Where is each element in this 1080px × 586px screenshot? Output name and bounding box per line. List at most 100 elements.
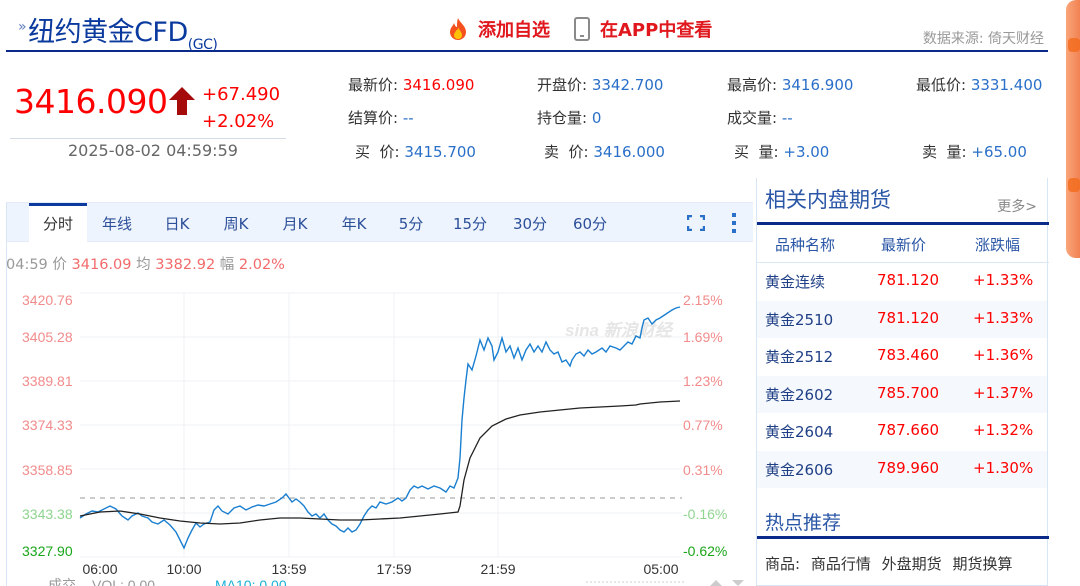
svg-text:10:00: 10:00 bbox=[166, 561, 201, 577]
instrument-name: 纽约黄金CFD bbox=[28, 17, 188, 48]
table-row[interactable]: 黄金2512 783.460 +1.36% bbox=[765, 346, 1034, 366]
chart-panel: 分时 年线 日K 周K 月K 年K 5分 15分 30分 60分 bbox=[6, 202, 753, 586]
tab-daily-k[interactable]: 日K bbox=[164, 215, 190, 233]
tab-yearly-k[interactable]: 年K bbox=[341, 215, 367, 233]
link-futures-converter[interactable]: 期货换算 bbox=[952, 555, 1013, 573]
stat-ask: 卖 价: 3416.000 bbox=[544, 143, 665, 161]
price-line bbox=[79, 306, 681, 550]
change-value: +67.490 bbox=[202, 84, 281, 105]
tab-year-line[interactable]: 年线 bbox=[101, 215, 132, 233]
svg-text:0.31%: 0.31% bbox=[683, 462, 723, 478]
volume-header: 成交 VOL: 0.00 MA10: 0.00 bbox=[48, 577, 287, 586]
page-title: »纽约黄金CFD(GC) bbox=[18, 10, 218, 53]
svg-text:VOL: 0.00: VOL: 0.00 bbox=[92, 577, 155, 586]
link-foreign-futures[interactable]: 外盘期货 bbox=[881, 555, 942, 573]
view-in-app-button[interactable]: 在APP中查看 bbox=[574, 16, 712, 42]
svg-text:3343.38: 3343.38 bbox=[22, 506, 73, 522]
y-axis-right: 2.15% 1.69% 1.23% 0.77% 0.31% -0.16% -0.… bbox=[683, 292, 727, 559]
svg-text:3389.81: 3389.81 bbox=[22, 373, 73, 389]
intraday-chart[interactable]: sina 新浪财经 3420.76 3405.28 3389.81 3374.3… bbox=[0, 280, 752, 586]
x-axis: 06:00 10:00 13:59 17:59 21:59 05:00 bbox=[82, 561, 678, 577]
chart-grid bbox=[80, 292, 682, 558]
stat-volume: 成交量: -- bbox=[727, 109, 793, 127]
svg-text:1.23%: 1.23% bbox=[683, 373, 723, 389]
table-row[interactable]: 黄金连续 781.120 +1.33% bbox=[765, 271, 1034, 291]
hot-underline bbox=[757, 536, 1049, 539]
svg-text:05:00: 05:00 bbox=[643, 561, 678, 577]
more-options-icon[interactable] bbox=[731, 212, 737, 234]
svg-text:17:59: 17:59 bbox=[376, 561, 411, 577]
sina-watermark: sina 新浪财经 bbox=[565, 321, 674, 340]
flame-icon bbox=[450, 18, 466, 40]
data-source: 数据来源: 倚天财经 bbox=[922, 31, 1044, 47]
svg-text:3405.28: 3405.28 bbox=[22, 329, 73, 345]
stat-bid-volume: 买 量: +3.00 bbox=[734, 143, 830, 161]
svg-text:0.77%: 0.77% bbox=[683, 417, 723, 433]
view-in-app-label: 在APP中查看 bbox=[600, 20, 713, 41]
header-actions: 添加自选 在APP中查看 bbox=[446, 16, 730, 42]
svg-text:成交: 成交 bbox=[48, 577, 76, 586]
tab-15min[interactable]: 15分 bbox=[452, 215, 488, 233]
add-watchlist-label: 添加自选 bbox=[478, 20, 550, 41]
svg-text:3420.76: 3420.76 bbox=[22, 292, 73, 308]
stat-ask-volume: 卖 量: +65.00 bbox=[922, 143, 1027, 161]
svg-text:2.15%: 2.15% bbox=[683, 292, 723, 308]
svg-text:13:59: 13:59 bbox=[271, 561, 306, 577]
svg-text:3358.85: 3358.85 bbox=[22, 462, 73, 478]
related-title: 相关内盘期货 bbox=[765, 188, 891, 212]
fullscreen-icon[interactable] bbox=[687, 215, 705, 231]
table-row[interactable]: 黄金2510 781.120 +1.33% bbox=[757, 300, 1047, 338]
related-table-header: 品种名称 最新价 涨跌幅 bbox=[757, 225, 1049, 263]
svg-text:21:59: 21:59 bbox=[480, 561, 515, 577]
average-line bbox=[79, 400, 681, 525]
table-row[interactable]: 黄金2602 785.700 +1.37% bbox=[757, 375, 1047, 413]
gift-icon bbox=[1068, 38, 1080, 52]
phone-icon bbox=[574, 17, 590, 41]
col-name: 品种名称 bbox=[775, 236, 836, 254]
y-axis-left: 3420.76 3405.28 3389.81 3374.33 3358.85 … bbox=[22, 292, 73, 559]
table-row[interactable]: 黄金2606 789.960 +1.30% bbox=[757, 450, 1047, 488]
col-price: 最新价 bbox=[881, 236, 927, 254]
tab-60min[interactable]: 60分 bbox=[572, 215, 608, 233]
hot-title: 热点推荐 bbox=[765, 512, 842, 534]
svg-text:1.69%: 1.69% bbox=[683, 329, 723, 345]
tab-monthly-k[interactable]: 月K bbox=[282, 215, 308, 233]
related-futures-panel: 相关内盘期货 更多> 品种名称 最新价 涨跌幅 黄金连续 781.120 +1.33… bbox=[756, 178, 1049, 586]
tab-5min[interactable]: 5分 bbox=[398, 215, 424, 233]
chart-tabs: 分时 年线 日K 周K 月K 年K 5分 15分 30分 60分 bbox=[7, 202, 753, 243]
gift-icon bbox=[1068, 178, 1080, 192]
link-commodity-quotes[interactable]: 商品行情 bbox=[810, 555, 871, 573]
chart-info-line: 04:59 价 3416.09 均 3382.92 幅 2.02% bbox=[6, 257, 285, 273]
svg-text:3374.33: 3374.33 bbox=[22, 417, 73, 433]
current-price: 3416.090 bbox=[14, 82, 168, 121]
stat-latest: 最新价: 3416.090 bbox=[348, 76, 475, 94]
change-percent: +2.02% bbox=[202, 111, 275, 132]
tab-30min[interactable]: 30分 bbox=[512, 215, 548, 233]
table-row[interactable]: 黄金2604 787.660 +1.32% bbox=[765, 421, 1034, 441]
stat-bid: 买 价: 3415.700 bbox=[355, 143, 476, 161]
quote-datetime: 2025-08-02 04:59:59 bbox=[68, 141, 238, 160]
stat-high: 最高价: 3416.900 bbox=[727, 76, 854, 94]
svg-text:-0.62%: -0.62% bbox=[683, 543, 727, 559]
hot-prefix: 商品: bbox=[765, 555, 801, 573]
title-underline bbox=[757, 222, 1049, 225]
scroll-arrows-icon bbox=[710, 580, 744, 586]
stat-settle: 结算价: -- bbox=[348, 109, 414, 127]
stat-open: 开盘价: 3342.700 bbox=[537, 76, 664, 94]
up-arrow-icon bbox=[169, 87, 195, 115]
stat-open-interest: 持仓量: 0 bbox=[537, 109, 602, 127]
floating-side-tab[interactable] bbox=[1066, 0, 1080, 258]
double-chevron-icon: » bbox=[18, 19, 27, 35]
price-change: +67.490 +2.02% bbox=[202, 81, 280, 135]
svg-text:3327.90: 3327.90 bbox=[22, 543, 73, 559]
tab-timeshare[interactable]: 分时 bbox=[29, 203, 87, 243]
add-watchlist-button[interactable]: 添加自选 bbox=[446, 16, 550, 42]
svg-text:-0.16%: -0.16% bbox=[683, 506, 727, 522]
tab-weekly-k[interactable]: 周K bbox=[223, 215, 249, 233]
header: »纽约黄金CFD(GC) 添加自选 在APP中查看 数据来源: 倚天财经 bbox=[6, 0, 1048, 53]
instrument-code: (GC) bbox=[187, 37, 218, 53]
stat-low: 最低价: 3331.400 bbox=[916, 76, 1043, 94]
more-link[interactable]: 更多> bbox=[997, 199, 1037, 215]
divider bbox=[10, 138, 286, 139]
